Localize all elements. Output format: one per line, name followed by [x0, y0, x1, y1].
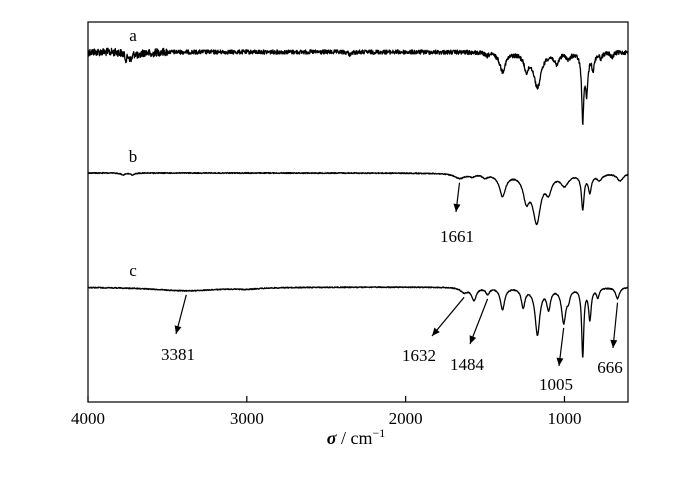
- x-tick-label: 2000: [389, 409, 423, 428]
- annotation-label: 1484: [450, 355, 485, 374]
- annotation-label: 1005: [539, 375, 573, 394]
- annotation-3381: 3381: [161, 294, 195, 364]
- x-axis-unit-exponent: −1: [372, 426, 385, 440]
- x-axis-unit: / cm: [336, 428, 372, 448]
- x-tick-label: 3000: [230, 409, 264, 428]
- annotation-label: 666: [597, 358, 623, 377]
- annotation-arrowhead: [610, 339, 618, 348]
- annotation-1661: 1661: [440, 182, 474, 246]
- series-c-line: [87, 286, 629, 358]
- annotation-arrowhead: [432, 327, 440, 336]
- annotation-label: 1661: [440, 227, 474, 246]
- series-layer: a b c: [87, 26, 629, 358]
- x-axis-ticks: 4000 3000 2000 1000: [71, 396, 581, 428]
- annotation-1484: 1484: [450, 298, 489, 374]
- annotation-arrowhead: [469, 335, 477, 344]
- x-axis-symbol: σ: [327, 428, 338, 448]
- x-tick-label: 1000: [547, 409, 581, 428]
- annotation-layer: 1661 3381 1632 1484 1005 666: [161, 182, 623, 394]
- annotation-arrowhead: [174, 325, 182, 334]
- x-tick-label: 4000: [71, 409, 105, 428]
- series-a-line: [87, 47, 629, 126]
- series-b-line: [87, 171, 629, 226]
- series-a-label: a: [129, 26, 137, 45]
- annotation-arrowhead: [556, 357, 564, 366]
- annotation-1005: 1005: [539, 327, 573, 394]
- annotation-label: 1632: [402, 346, 436, 365]
- x-axis-title: σ / cm−1: [327, 426, 385, 448]
- annotation-666: 666: [597, 302, 623, 377]
- series-c-label: c: [129, 261, 137, 280]
- plot-frame: [87, 21, 629, 403]
- annotation-arrow: [431, 296, 465, 337]
- series-b-label: b: [129, 147, 138, 166]
- annotation-label: 3381: [161, 345, 195, 364]
- annotation-1632: 1632: [402, 296, 465, 365]
- annotation-arrowhead: [453, 203, 461, 212]
- annotation-arrow: [469, 298, 489, 345]
